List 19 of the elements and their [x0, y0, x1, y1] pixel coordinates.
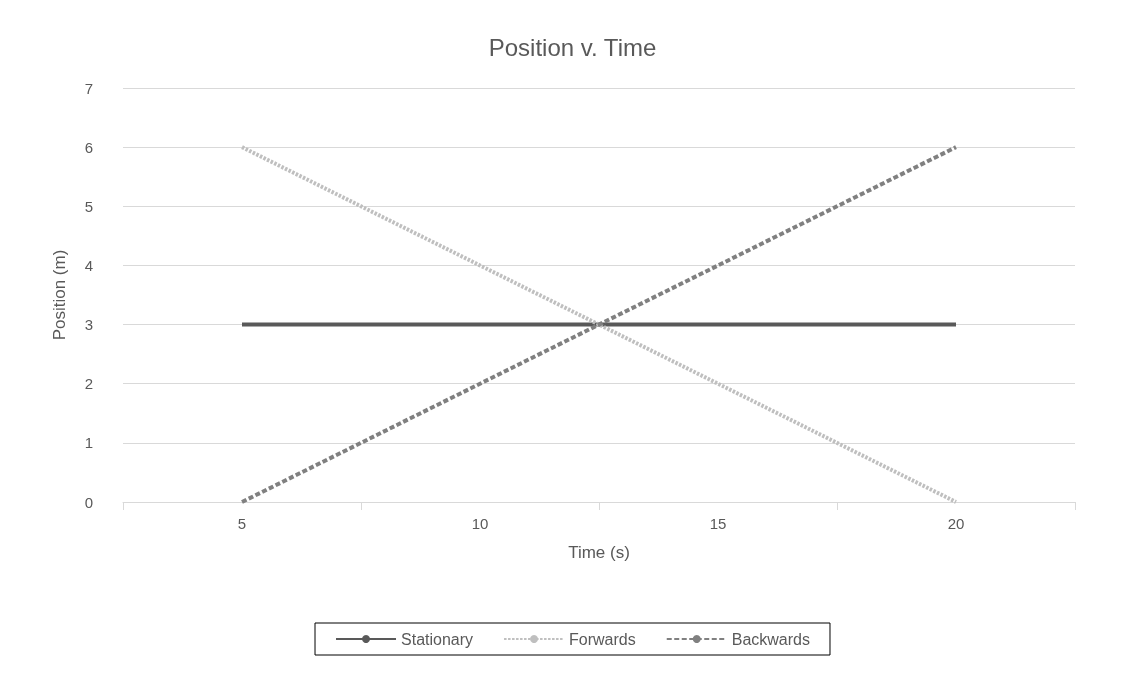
y-tick-label: 5 [84, 197, 93, 215]
y-axis-title: Position (m) [50, 249, 69, 341]
y-tick-label: 2 [84, 375, 93, 393]
legend-label: Backwards [731, 630, 810, 648]
x-tick-label: 10 [471, 515, 489, 532]
y-tick-label: 1 [84, 434, 93, 452]
y-tick-label: 3 [84, 316, 93, 334]
chart-title: Position v. Time [488, 33, 657, 61]
x-axis-title: Time (s) [568, 543, 630, 562]
x-tick-label: 15 [709, 515, 727, 532]
y-tick-label: 4 [84, 256, 93, 274]
x-tick-label: 5 [237, 515, 247, 532]
y-tick-label: 7 [84, 79, 93, 97]
x-tick-label: 20 [947, 515, 965, 532]
line-series [240, 145, 958, 504]
y-tick-label: 0 [84, 493, 93, 511]
legend-label: Forwards [569, 630, 636, 648]
legend-label: Stationary [401, 630, 474, 648]
y-tick-label: 6 [84, 138, 93, 156]
